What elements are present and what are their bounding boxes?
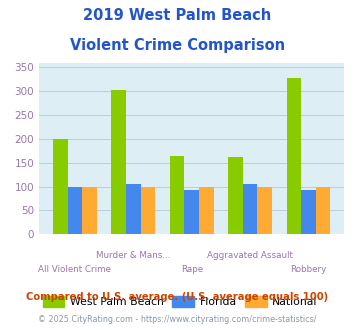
Bar — [199, 187, 214, 234]
Bar — [67, 187, 82, 234]
Bar — [286, 78, 301, 234]
Legend: West Palm Beach, Florida, National: West Palm Beach, Florida, National — [38, 291, 322, 312]
Bar — [141, 187, 155, 234]
Bar — [126, 184, 141, 234]
Bar — [170, 156, 184, 234]
Bar — [82, 187, 97, 234]
Text: 2019 West Palm Beach: 2019 West Palm Beach — [83, 8, 272, 23]
Text: Murder & Mans...: Murder & Mans... — [96, 251, 170, 260]
Bar — [53, 139, 67, 234]
Bar — [184, 190, 199, 234]
Bar — [257, 187, 272, 234]
Bar — [111, 90, 126, 234]
Bar — [301, 190, 316, 234]
Bar — [228, 157, 243, 234]
Bar — [243, 184, 257, 234]
Bar — [316, 187, 331, 234]
Text: Rape: Rape — [181, 265, 203, 274]
Text: Robbery: Robbery — [290, 265, 327, 274]
Text: © 2025 CityRating.com - https://www.cityrating.com/crime-statistics/: © 2025 CityRating.com - https://www.city… — [38, 315, 317, 324]
Text: Aggravated Assault: Aggravated Assault — [207, 251, 293, 260]
Text: Violent Crime Comparison: Violent Crime Comparison — [70, 38, 285, 53]
Text: Compared to U.S. average. (U.S. average equals 100): Compared to U.S. average. (U.S. average … — [26, 292, 329, 302]
Text: All Violent Crime: All Violent Crime — [38, 265, 111, 274]
